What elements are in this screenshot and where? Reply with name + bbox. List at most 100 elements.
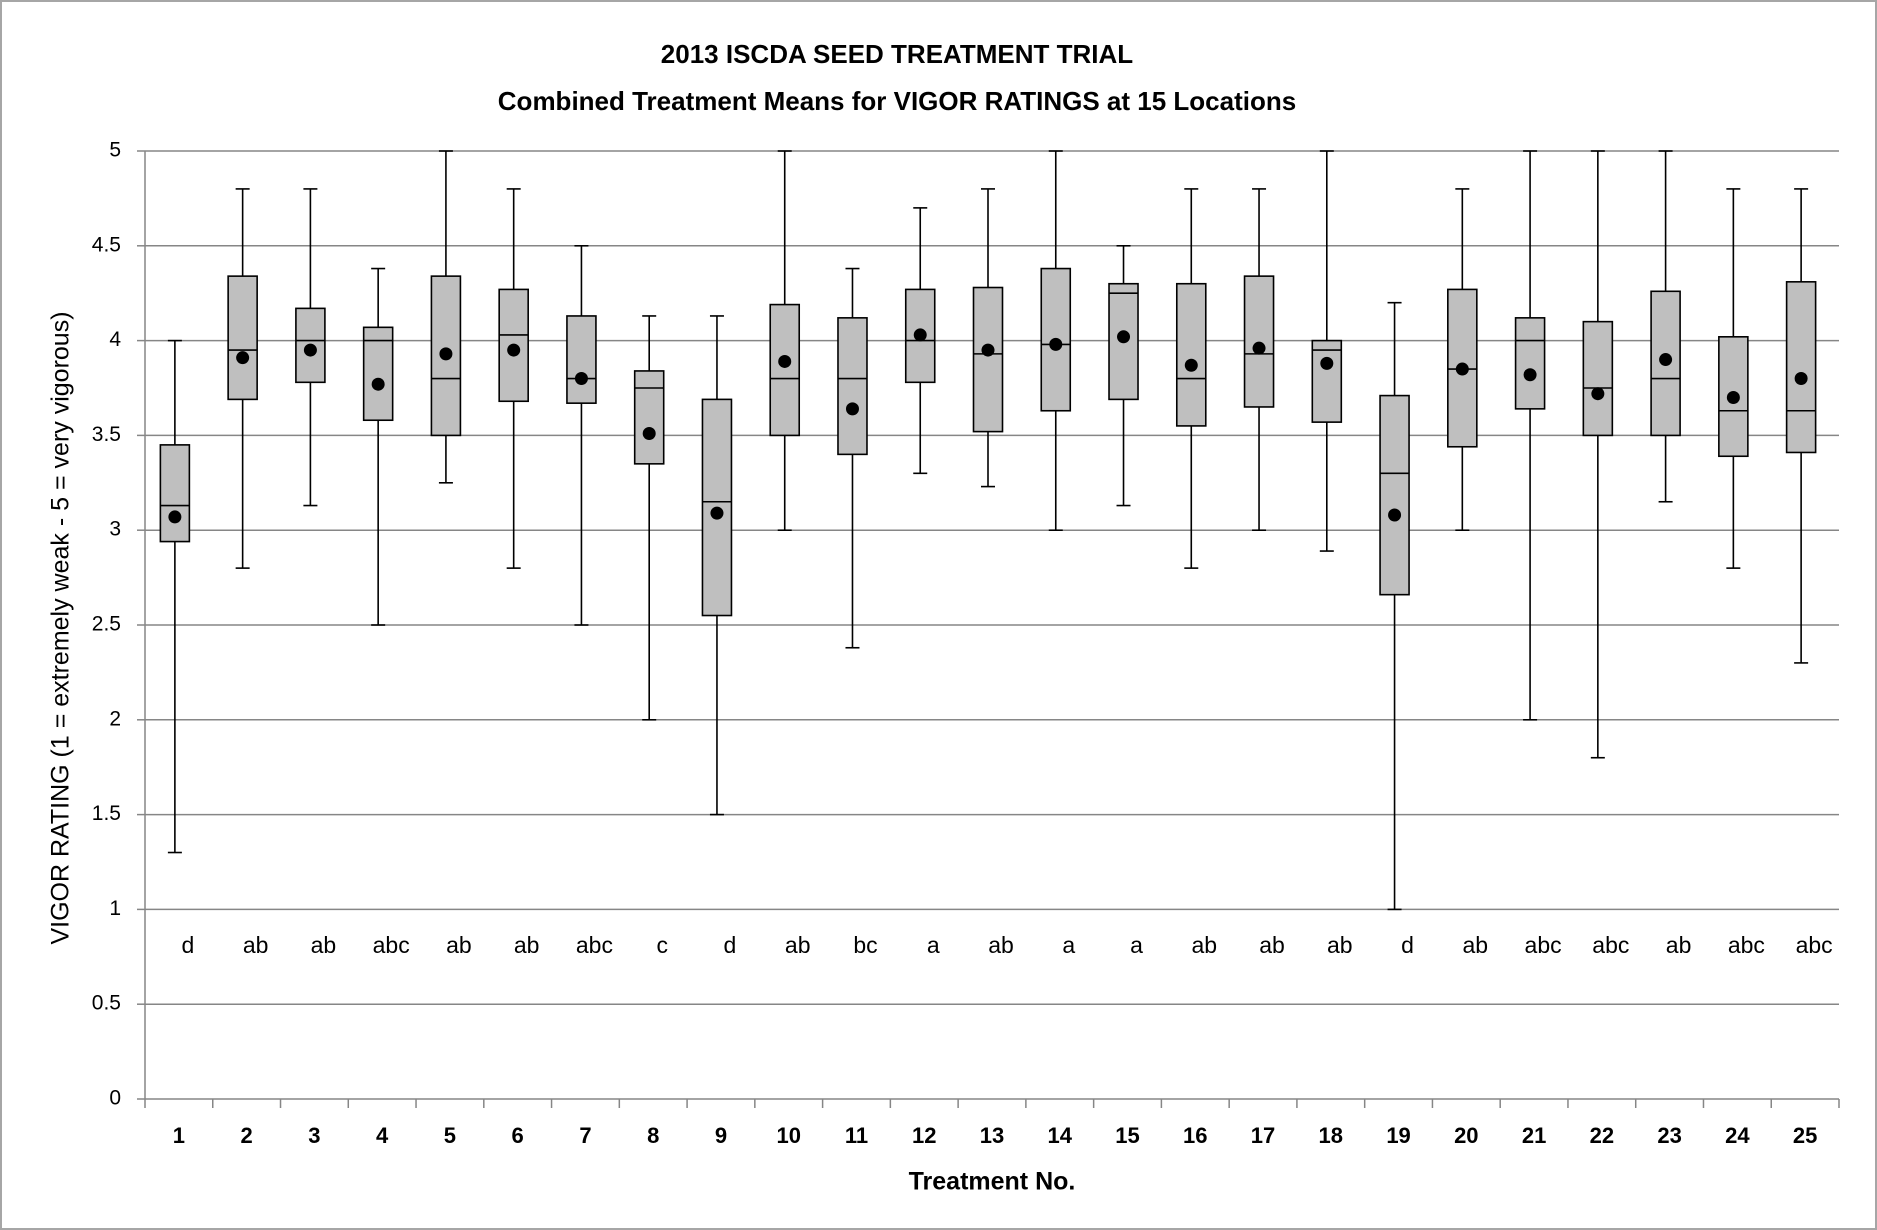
group-letter: ab bbox=[1327, 932, 1353, 958]
mean-dot bbox=[710, 506, 724, 520]
group-letter: d bbox=[724, 932, 737, 958]
x-tick-label: 8 bbox=[647, 1123, 659, 1148]
x-tick-label: 6 bbox=[512, 1123, 524, 1148]
x-tick-label: 16 bbox=[1183, 1123, 1207, 1148]
group-letter: abc bbox=[1728, 932, 1765, 958]
box bbox=[1785, 281, 1817, 454]
group-letter: d bbox=[181, 932, 194, 958]
x-axis-label: Treatment No. bbox=[909, 1168, 1076, 1196]
group-letter: ab bbox=[1463, 932, 1489, 958]
box bbox=[1108, 282, 1139, 401]
x-tick-label: 17 bbox=[1251, 1123, 1275, 1148]
chart-title: 2013 ISCDA SEED TREATMENT TRIAL bbox=[661, 39, 1134, 69]
mean-dot bbox=[1252, 341, 1266, 355]
chart-subtitle: Combined Treatment Means for VIGOR RATIN… bbox=[498, 86, 1296, 116]
box bbox=[837, 317, 868, 456]
mean-dot bbox=[1523, 368, 1537, 382]
group-letter: c bbox=[656, 932, 668, 958]
x-tick-label: 25 bbox=[1793, 1123, 1817, 1148]
x-tick-label: 13 bbox=[980, 1123, 1004, 1148]
group-letter: ab bbox=[1259, 932, 1285, 958]
mean-dot bbox=[1726, 390, 1740, 404]
mean-dot bbox=[1388, 508, 1402, 522]
mean-dot bbox=[439, 347, 453, 361]
box bbox=[566, 315, 597, 404]
group-letter: ab bbox=[243, 932, 269, 958]
box bbox=[972, 286, 1004, 433]
box bbox=[498, 288, 529, 403]
box bbox=[769, 303, 801, 437]
x-tick-label: 20 bbox=[1454, 1123, 1478, 1148]
mean-dot bbox=[1659, 353, 1673, 367]
mean-dot bbox=[642, 427, 656, 441]
mean-dot bbox=[1794, 372, 1808, 386]
group-letter: abc bbox=[373, 932, 410, 958]
mean-dot bbox=[845, 402, 859, 416]
mean-dot bbox=[574, 372, 588, 386]
box bbox=[1243, 275, 1275, 408]
x-tick-label: 18 bbox=[1319, 1123, 1343, 1148]
x-tick-label: 15 bbox=[1115, 1123, 1139, 1148]
x-tick-label: 11 bbox=[845, 1123, 868, 1148]
box bbox=[1514, 317, 1546, 410]
box bbox=[1582, 320, 1614, 437]
mean-dot bbox=[981, 343, 995, 357]
mean-dot bbox=[371, 377, 385, 391]
mean-dot bbox=[303, 343, 317, 357]
group-letter: ab bbox=[514, 932, 540, 958]
box bbox=[904, 288, 936, 384]
y-tick-label: 0.5 bbox=[92, 992, 121, 1015]
y-tick-label: 1 bbox=[109, 897, 121, 920]
x-tick-label: 23 bbox=[1657, 1123, 1681, 1148]
group-letter: ab bbox=[988, 932, 1014, 958]
x-tick-label: 19 bbox=[1386, 1123, 1410, 1148]
x-tick-label: 24 bbox=[1725, 1123, 1750, 1148]
mean-dot bbox=[507, 343, 521, 357]
group-letter: ab bbox=[311, 932, 337, 958]
x-tick-label: 9 bbox=[715, 1123, 727, 1148]
y-tick-label: 1.5 bbox=[92, 802, 121, 825]
mean-dot bbox=[1591, 387, 1605, 401]
x-tick-label: 14 bbox=[1048, 1123, 1073, 1148]
group-letter: ab bbox=[1666, 932, 1692, 958]
box bbox=[362, 326, 394, 422]
mean-dot bbox=[1117, 330, 1131, 344]
x-tick-label: 3 bbox=[308, 1123, 320, 1148]
y-tick-label: 4.5 bbox=[92, 233, 121, 256]
box bbox=[633, 370, 665, 465]
group-letter: ab bbox=[446, 932, 472, 958]
x-tick-label: 5 bbox=[444, 1123, 456, 1148]
group-letter: a bbox=[1130, 932, 1143, 958]
x-tick-label: 12 bbox=[912, 1123, 936, 1148]
y-tick-label: 4 bbox=[109, 328, 121, 351]
mean-dot bbox=[1049, 337, 1063, 351]
group-letter: a bbox=[927, 932, 940, 958]
mean-dot bbox=[236, 351, 250, 365]
box bbox=[1175, 282, 1207, 427]
group-letter: d bbox=[1401, 932, 1414, 958]
group-letter: abc bbox=[1525, 932, 1562, 958]
box bbox=[1379, 394, 1410, 596]
y-tick-label: 2.5 bbox=[92, 613, 121, 636]
group-letter: ab bbox=[785, 932, 811, 958]
box bbox=[1311, 339, 1343, 423]
mean-dot bbox=[913, 328, 927, 342]
mean-dot bbox=[168, 510, 182, 524]
group-letter: a bbox=[1062, 932, 1075, 958]
group-letter: ab bbox=[1191, 932, 1217, 958]
y-tick-label: 5 bbox=[109, 139, 121, 162]
group-letter: abc bbox=[576, 932, 613, 958]
box bbox=[227, 275, 258, 401]
mean-dot bbox=[1455, 362, 1469, 376]
y-tick-label: 2 bbox=[109, 707, 121, 730]
x-tick-label: 2 bbox=[241, 1123, 253, 1148]
x-tick-label: 4 bbox=[376, 1123, 389, 1148]
box bbox=[159, 444, 191, 543]
mean-dot bbox=[778, 354, 792, 368]
group-letter: abc bbox=[1592, 932, 1629, 958]
y-tick-label: 3.5 bbox=[92, 423, 121, 446]
y-tick-label: 0 bbox=[109, 1087, 121, 1110]
y-tick-label: 3 bbox=[109, 518, 121, 541]
